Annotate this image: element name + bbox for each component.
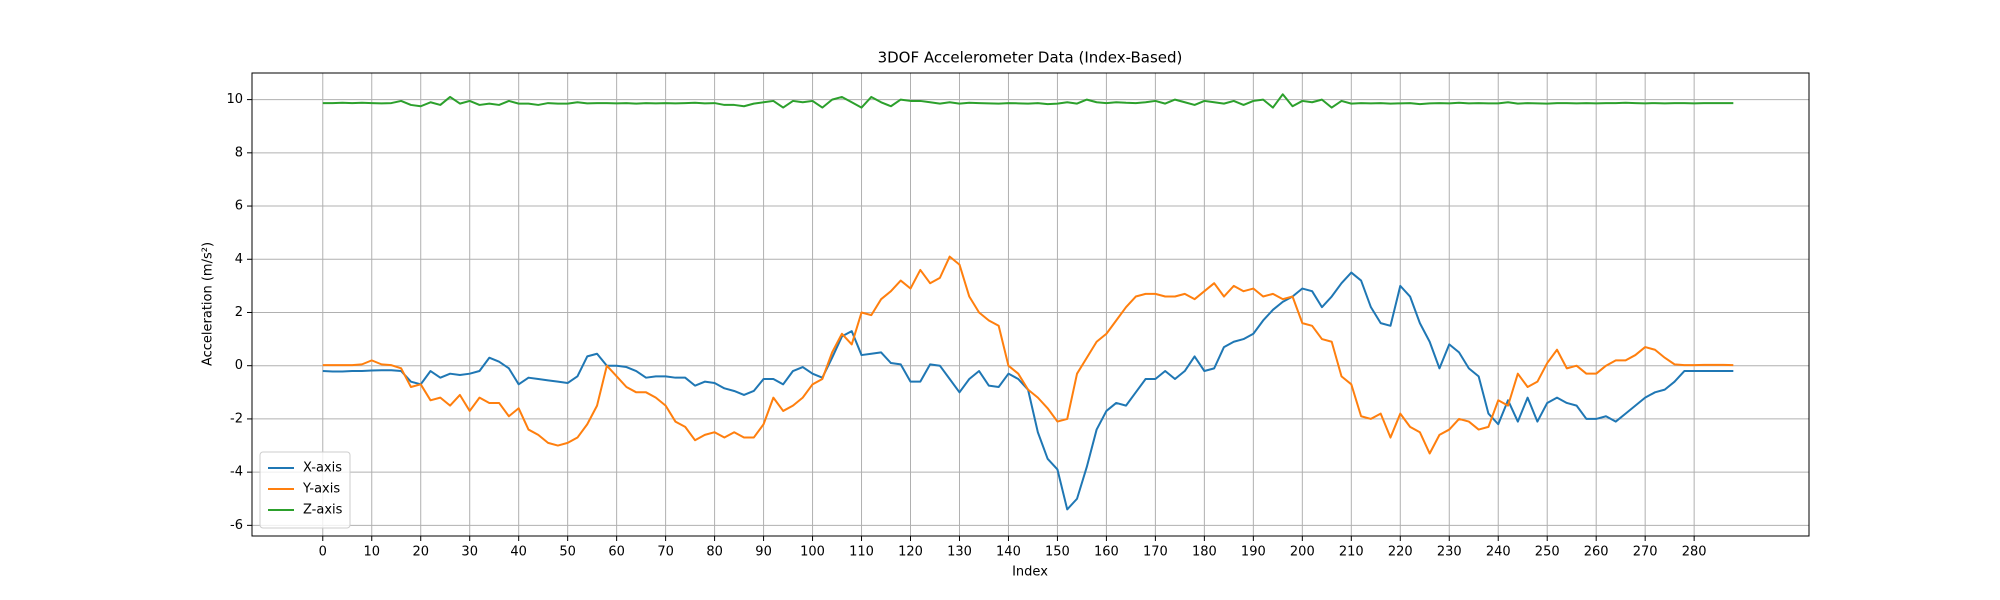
x-tick-label: 220 bbox=[1388, 545, 1413, 560]
x-tick-label: 200 bbox=[1290, 545, 1315, 560]
x-tick-label: 70 bbox=[657, 545, 674, 560]
x-tick-label: 10 bbox=[363, 545, 380, 560]
x-tick-label: 270 bbox=[1633, 545, 1658, 560]
x-tick-label: 50 bbox=[559, 545, 576, 560]
y-tick-label: 6 bbox=[235, 199, 243, 214]
legend-label: X-axis bbox=[303, 461, 342, 476]
x-tick-label: 30 bbox=[461, 545, 478, 560]
x-tick-label: 240 bbox=[1486, 545, 1511, 560]
x-tick-label: 80 bbox=[706, 545, 723, 560]
x-tick-label: 160 bbox=[1094, 545, 1119, 560]
x-tick-label: 230 bbox=[1437, 545, 1462, 560]
plot-frame bbox=[251, 72, 1810, 537]
y-tick-label: -4 bbox=[230, 465, 243, 480]
y-tick-label: 0 bbox=[235, 358, 243, 373]
y-axis-label: Acceleration (m/s²) bbox=[201, 242, 216, 366]
y-tick-label: 2 bbox=[235, 305, 243, 320]
x-tick-label: 250 bbox=[1535, 545, 1560, 560]
x-tick-label: 130 bbox=[947, 545, 972, 560]
x-tick-label: 100 bbox=[800, 545, 825, 560]
legend-label: Y-axis bbox=[302, 482, 340, 497]
x-tick-label: 40 bbox=[510, 545, 527, 560]
series-line bbox=[322, 255, 1734, 455]
y-tick-label: 4 bbox=[235, 252, 243, 267]
x-tick-label: 60 bbox=[608, 545, 625, 560]
x-tick-label: 150 bbox=[1045, 545, 1070, 560]
x-tick-label: 210 bbox=[1339, 545, 1364, 560]
series-line bbox=[322, 93, 1734, 109]
y-tick-label: -6 bbox=[230, 518, 243, 533]
y-tick-label: 8 bbox=[235, 145, 243, 160]
x-tick-label: 0 bbox=[319, 545, 327, 560]
x-tick-label: 170 bbox=[1143, 545, 1168, 560]
x-tick-label: 260 bbox=[1584, 545, 1609, 560]
x-tick-label: 190 bbox=[1241, 545, 1266, 560]
x-tick-label: 120 bbox=[898, 545, 923, 560]
chart-title: 3DOF Accelerometer Data (Index-Based) bbox=[878, 49, 1183, 67]
x-tick-label: 90 bbox=[755, 545, 772, 560]
x-tick-label: 140 bbox=[996, 545, 1021, 560]
x-tick-label: 110 bbox=[849, 545, 874, 560]
legend-label: Z-axis bbox=[303, 503, 343, 518]
y-tick-label: 10 bbox=[226, 92, 243, 107]
series-line bbox=[322, 271, 1734, 511]
y-tick-label: -2 bbox=[230, 411, 243, 426]
x-tick-label: 180 bbox=[1192, 545, 1217, 560]
x-axis-label: Index bbox=[1012, 565, 1048, 580]
x-tick-label: 20 bbox=[412, 545, 429, 560]
x-tick-label: 280 bbox=[1682, 545, 1707, 560]
